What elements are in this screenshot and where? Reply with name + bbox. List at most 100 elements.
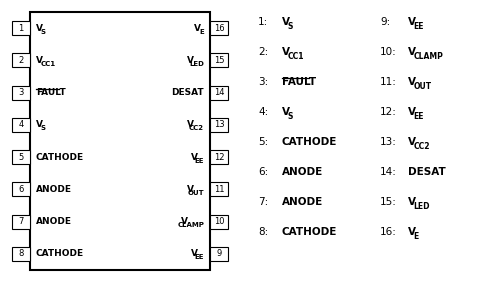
- Text: ANODE: ANODE: [36, 185, 72, 194]
- Bar: [210, 118, 228, 132]
- Bar: [210, 150, 228, 164]
- Text: ANODE: ANODE: [36, 217, 72, 226]
- Text: 10:: 10:: [380, 47, 397, 57]
- Text: 11: 11: [214, 185, 224, 194]
- Text: E: E: [414, 232, 418, 241]
- Text: DESAT: DESAT: [408, 167, 446, 177]
- Text: V: V: [190, 153, 198, 162]
- Text: 10: 10: [214, 217, 224, 226]
- Text: 2:: 2:: [258, 47, 268, 57]
- Text: V: V: [282, 107, 290, 117]
- Text: 13:: 13:: [380, 137, 397, 147]
- Text: 12:: 12:: [380, 107, 397, 117]
- Text: E: E: [199, 29, 204, 35]
- Bar: [12, 86, 30, 100]
- Text: V: V: [187, 185, 194, 194]
- Bar: [12, 150, 30, 164]
- Text: EE: EE: [194, 158, 204, 164]
- Bar: [12, 247, 30, 261]
- Text: V: V: [282, 17, 290, 27]
- Text: 1:: 1:: [258, 17, 268, 27]
- Text: 4:: 4:: [258, 107, 268, 117]
- Text: CATHODE: CATHODE: [282, 227, 338, 237]
- Text: ANODE: ANODE: [282, 197, 323, 207]
- Text: OUT: OUT: [188, 190, 204, 196]
- Text: V: V: [36, 24, 43, 33]
- Text: CLAMP: CLAMP: [414, 52, 444, 61]
- Text: OUT: OUT: [414, 81, 432, 91]
- Text: 8:: 8:: [258, 227, 268, 237]
- Text: V: V: [408, 227, 416, 237]
- Text: EE: EE: [194, 255, 204, 260]
- Bar: [12, 53, 30, 67]
- Bar: [210, 182, 228, 196]
- Text: V: V: [408, 17, 416, 27]
- Text: LED: LED: [189, 61, 204, 67]
- Text: EE: EE: [414, 112, 424, 121]
- Text: 14: 14: [214, 88, 224, 97]
- Bar: [210, 21, 228, 35]
- Text: 5:: 5:: [258, 137, 268, 147]
- Text: CATHODE: CATHODE: [282, 137, 338, 147]
- Text: V: V: [190, 249, 198, 258]
- Bar: [12, 215, 30, 229]
- Bar: [12, 118, 30, 132]
- Text: V: V: [408, 47, 416, 57]
- Bar: [12, 182, 30, 196]
- Bar: [210, 86, 228, 100]
- Text: 13: 13: [214, 120, 224, 129]
- Text: 15:: 15:: [380, 197, 397, 207]
- Bar: [30, 12, 210, 270]
- Text: 3:: 3:: [258, 77, 268, 87]
- Text: S: S: [40, 125, 46, 132]
- Text: S: S: [288, 112, 293, 121]
- Text: V: V: [36, 56, 43, 65]
- Text: CC1: CC1: [40, 61, 56, 67]
- Text: 7: 7: [18, 217, 24, 226]
- Text: V: V: [408, 197, 416, 207]
- Text: CC2: CC2: [189, 125, 204, 132]
- Text: 9:: 9:: [380, 17, 390, 27]
- Text: CLAMP: CLAMP: [177, 222, 204, 228]
- Text: CATHODE: CATHODE: [36, 249, 84, 258]
- Bar: [210, 215, 228, 229]
- Text: 16: 16: [214, 24, 224, 33]
- Text: 6:: 6:: [258, 167, 268, 177]
- Text: FAULT: FAULT: [282, 77, 316, 87]
- Text: 3: 3: [18, 88, 24, 97]
- Text: 4: 4: [18, 120, 24, 129]
- Text: V: V: [187, 120, 194, 129]
- Text: V: V: [36, 120, 43, 129]
- Text: 11:: 11:: [380, 77, 397, 87]
- Text: EE: EE: [414, 22, 424, 31]
- Text: DESAT: DESAT: [172, 88, 204, 97]
- Bar: [12, 21, 30, 35]
- Text: S: S: [288, 22, 293, 31]
- Text: ANODE: ANODE: [282, 167, 323, 177]
- Text: V: V: [408, 107, 416, 117]
- Text: CC2: CC2: [414, 142, 430, 151]
- Text: FAULT: FAULT: [36, 88, 66, 97]
- Text: CATHODE: CATHODE: [36, 153, 84, 162]
- Text: 15: 15: [214, 56, 224, 65]
- Bar: [210, 53, 228, 67]
- Text: CC1: CC1: [288, 52, 304, 61]
- Text: 16:: 16:: [380, 227, 397, 237]
- Text: LED: LED: [414, 202, 430, 211]
- Text: V: V: [282, 47, 290, 57]
- Text: S: S: [40, 29, 46, 35]
- Text: 14:: 14:: [380, 167, 397, 177]
- Text: 6: 6: [18, 185, 24, 194]
- Text: V: V: [408, 137, 416, 147]
- Text: V: V: [194, 24, 201, 33]
- Text: 12: 12: [214, 153, 224, 162]
- Text: 9: 9: [216, 249, 222, 258]
- Text: 2: 2: [18, 56, 24, 65]
- Text: 5: 5: [18, 153, 24, 162]
- Text: 7:: 7:: [258, 197, 268, 207]
- Text: V: V: [181, 217, 188, 226]
- Text: 1: 1: [18, 24, 24, 33]
- Text: V: V: [408, 77, 416, 87]
- Text: V: V: [187, 56, 194, 65]
- Text: 8: 8: [18, 249, 24, 258]
